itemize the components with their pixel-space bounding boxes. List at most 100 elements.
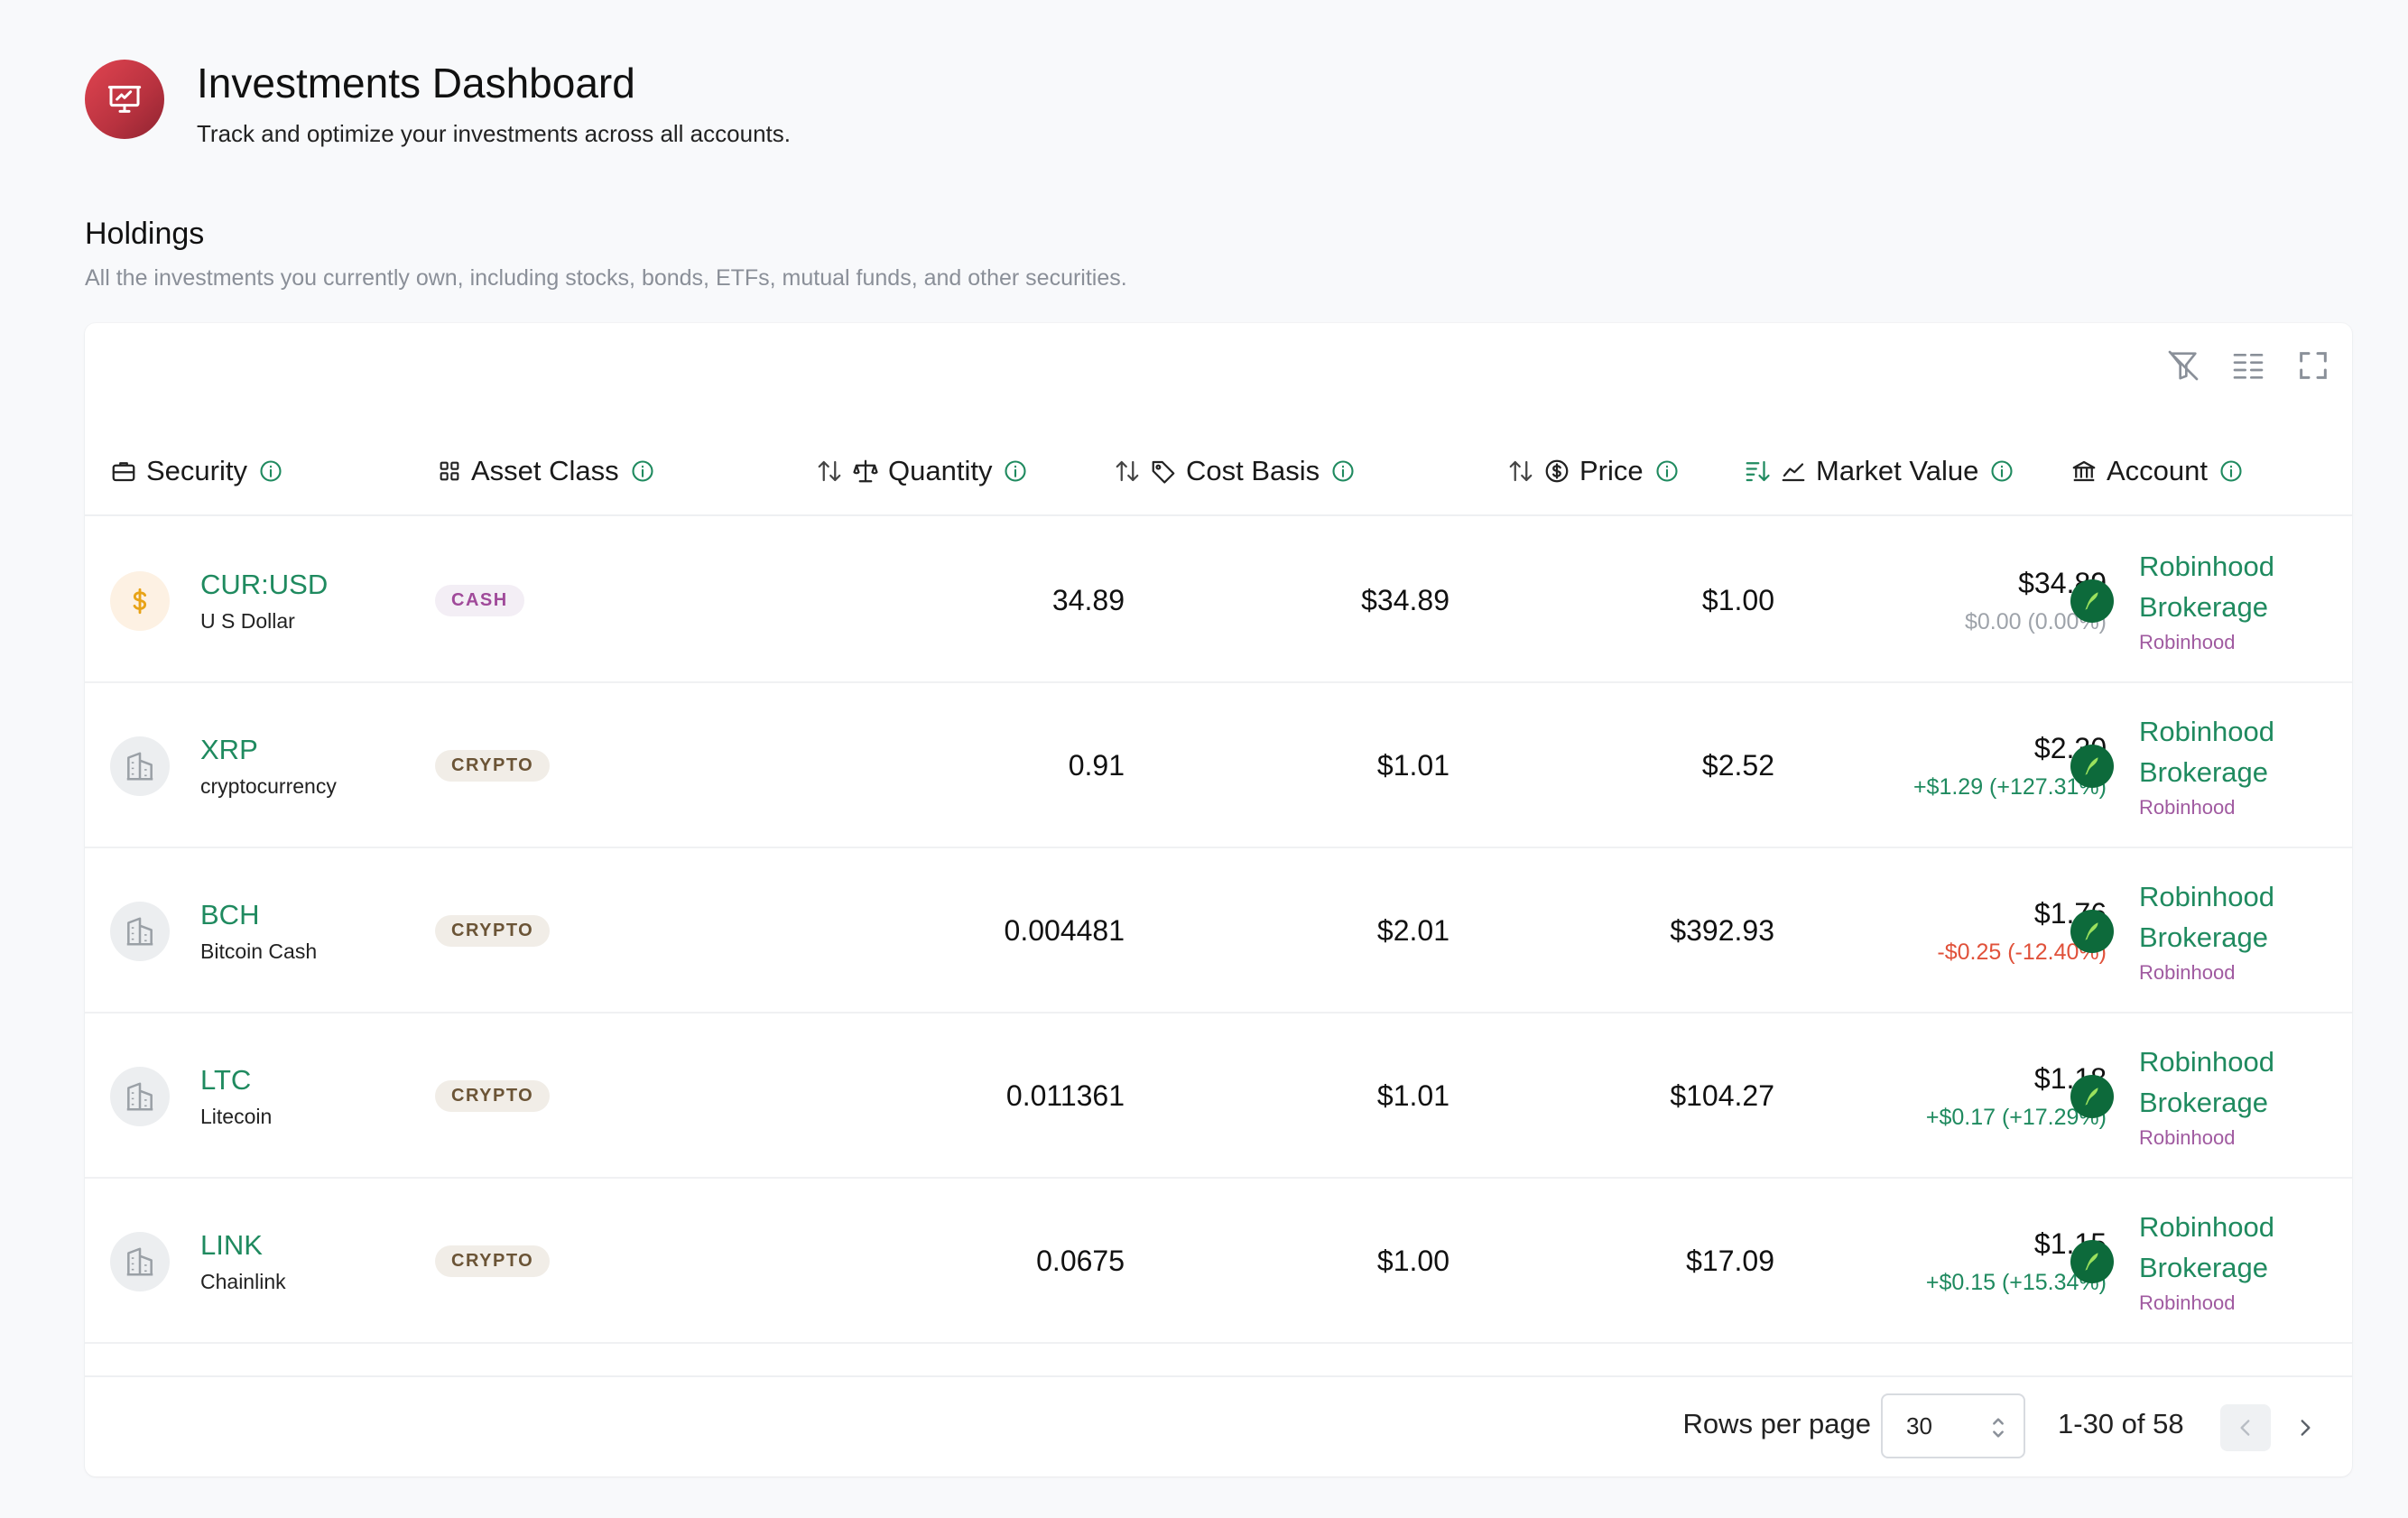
dollar-icon <box>110 570 170 631</box>
building-icon <box>110 1231 170 1291</box>
info-icon[interactable] <box>630 458 655 484</box>
previous-page-button[interactable] <box>2220 1404 2271 1451</box>
account-name-link[interactable]: Robinhood Brokerage <box>2139 880 2274 953</box>
cost-basis-cell: $1.01 <box>1376 749 1449 782</box>
account-name-link[interactable]: Robinhood Brokerage <box>2139 1210 2274 1283</box>
column-label: Cost Basis <box>1186 455 1320 486</box>
info-icon[interactable] <box>258 458 283 484</box>
account-institution: Robinhood <box>2139 795 2236 819</box>
security-cell: BCH Bitcoin Cash <box>110 848 317 1014</box>
security-name: Litecoin <box>200 1104 273 1128</box>
info-icon[interactable] <box>1003 458 1028 484</box>
robinhood-feather-icon <box>2070 579 2114 623</box>
info-icon[interactable] <box>2218 458 2244 484</box>
price-cell: $104.27 <box>1670 1079 1774 1112</box>
column-header-account[interactable]: Account <box>2070 426 2244 516</box>
sort-icon <box>1114 458 1141 485</box>
asset-class-cell: CRYPTO <box>435 1014 551 1179</box>
rows-per-page-select[interactable]: 30 <box>1881 1393 2025 1458</box>
columns-button[interactable] <box>2229 347 2267 384</box>
robinhood-feather-icon <box>2070 909 2114 953</box>
security-name: U S Dollar <box>200 608 295 633</box>
sort-icon <box>1507 458 1534 485</box>
column-label: Security <box>146 455 247 486</box>
table-row[interactable]: BCH Bitcoin Cash CRYPTO 0.004481 $2.01 $… <box>85 848 2352 1014</box>
app-header: Investments Dashboard Track and optimize… <box>85 60 791 150</box>
info-icon[interactable] <box>1989 458 2014 484</box>
account-name-link[interactable]: Robinhood Brokerage <box>2139 1045 2274 1118</box>
columns-icon <box>2233 354 2264 379</box>
table-row[interactable]: LINK Chainlink CRYPTO 0.0675 $1.00 $17.0… <box>85 1179 2352 1344</box>
security-ticker-link[interactable]: LINK <box>200 1228 263 1261</box>
column-label: Price <box>1579 455 1644 486</box>
column-label: Asset Class <box>471 455 619 486</box>
market-value-cell: $1.18 +$0.17 (+17.29%) <box>1791 1014 2107 1179</box>
price-cell: $2.52 <box>1701 749 1774 782</box>
account-cell: Robinhood Brokerage Robinhood <box>2070 1179 2320 1344</box>
table-row[interactable]: XRP cryptocurrency CRYPTO 0.91 $1.01 $2.… <box>85 683 2352 848</box>
table-header: Security Asset Class <box>85 426 2352 516</box>
security-name: Chainlink <box>200 1269 286 1293</box>
info-icon[interactable] <box>1654 458 1680 484</box>
coin-icon <box>1543 458 1570 485</box>
asset-class-badge: CRYPTO <box>435 750 551 782</box>
briefcase-icon <box>110 458 137 485</box>
quantity-cell: 34.89 <box>1051 584 1125 616</box>
chevron-left-icon <box>2240 1420 2250 1436</box>
column-label: Account <box>2107 455 2209 486</box>
security-ticker-link[interactable]: BCH <box>200 898 260 930</box>
next-page-button[interactable] <box>2280 1404 2330 1451</box>
security-ticker-link[interactable]: CUR:USD <box>200 568 329 600</box>
bank-icon <box>2070 458 2098 485</box>
quantity-cell: 0.011361 <box>1005 1079 1125 1112</box>
account-name-link[interactable]: Robinhood Brokerage <box>2139 550 2274 623</box>
column-header-security[interactable]: Security <box>110 426 283 516</box>
holdings-description: All the investments you currently own, i… <box>85 265 1127 291</box>
table-row[interactable]: LTC Litecoin CRYPTO 0.011361 $1.01 $104.… <box>85 1014 2352 1179</box>
rows-per-page-label: Rows per page <box>1682 1408 1871 1439</box>
info-icon[interactable] <box>1330 458 1356 484</box>
holdings-table-card: Security Asset Class <box>85 323 2352 1476</box>
account-institution: Robinhood <box>2139 630 2236 653</box>
fullscreen-button[interactable] <box>2294 347 2332 384</box>
clear-filters-button[interactable] <box>2164 347 2202 384</box>
security-cell: XRP cryptocurrency <box>110 683 337 848</box>
page-title: Investments Dashboard <box>197 60 635 106</box>
asset-class-cell: CRYPTO <box>435 1179 551 1344</box>
account-cell: Robinhood Brokerage Robinhood <box>2070 1014 2320 1179</box>
clear-filters-icon <box>2168 350 2199 381</box>
sort-icon <box>816 458 843 485</box>
column-header-market-value[interactable]: Market Value <box>1744 426 2014 516</box>
security-ticker-link[interactable]: XRP <box>200 733 258 765</box>
column-header-price[interactable]: Price <box>1507 426 1680 516</box>
table-row[interactable]: CUR:USD U S Dollar CASH 34.89 $34.89 $1.… <box>85 518 2352 683</box>
building-icon <box>110 1066 170 1126</box>
security-ticker-link[interactable]: LTC <box>200 1063 252 1096</box>
security-name: cryptocurrency <box>200 773 337 798</box>
rows-per-page-value: 30 <box>1906 1412 1932 1439</box>
robinhood-feather-icon <box>2070 1239 2114 1283</box>
cost-basis-cell: $1.00 <box>1376 1245 1449 1277</box>
market-value-cell: $1.15 +$0.15 (+15.34%) <box>1791 1179 2107 1344</box>
price-cell: $392.93 <box>1670 914 1774 947</box>
account-institution: Robinhood <box>2139 960 2236 984</box>
account-cell: Robinhood Brokerage Robinhood <box>2070 848 2320 1014</box>
account-name-link[interactable]: Robinhood Brokerage <box>2139 715 2274 788</box>
cost-basis-cell: $2.01 <box>1376 914 1449 947</box>
column-header-quantity[interactable]: Quantity <box>816 426 1028 516</box>
scale-icon <box>852 458 879 485</box>
market-value-cell: $1.76 -$0.25 (-12.40%) <box>1791 848 2107 1014</box>
page-subtitle: Track and optimize your investments acro… <box>197 120 791 147</box>
column-header-asset-class[interactable]: Asset Class <box>437 426 655 516</box>
holdings-title: Holdings <box>85 217 205 251</box>
price-cell: $1.00 <box>1701 584 1774 616</box>
asset-class-cell: CRYPTO <box>435 848 551 1014</box>
column-header-cost-basis[interactable]: Cost Basis <box>1114 426 1356 516</box>
quantity-cell: 0.0675 <box>1036 1245 1125 1277</box>
sort-descending-icon <box>1744 458 1771 485</box>
pagination-range: 1-30 of 58 <box>2058 1408 2184 1439</box>
account-institution: Robinhood <box>2139 1125 2236 1149</box>
table-toolbar <box>2164 347 2332 384</box>
market-value-cell: $2.30 +$1.29 (+127.31%) <box>1791 683 2107 848</box>
